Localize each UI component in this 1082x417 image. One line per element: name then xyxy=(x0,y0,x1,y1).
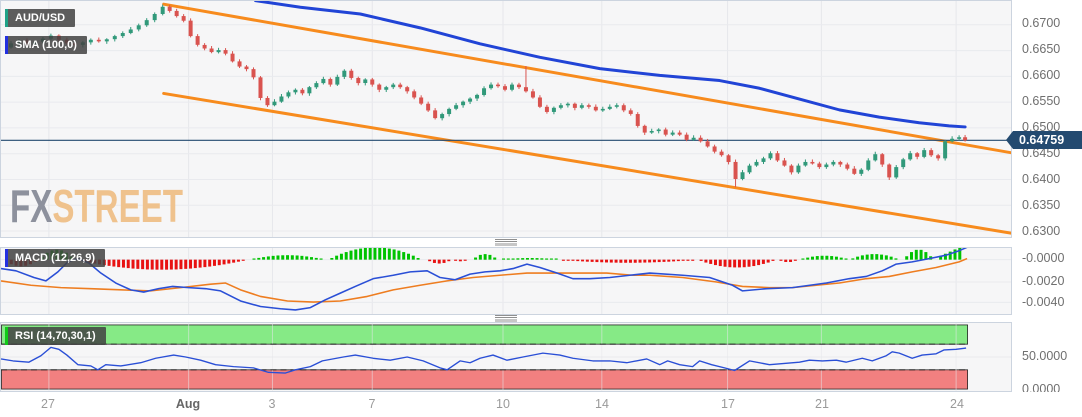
series-color-bar xyxy=(5,9,8,27)
x-axis-label: 14 xyxy=(595,397,609,411)
x-axis-label: 10 xyxy=(496,397,510,411)
macd-svg xyxy=(1,248,1011,314)
sma-label: SMA (100,0) xyxy=(15,39,77,51)
y-axis-label: 0.6400 xyxy=(1022,172,1061,186)
price-chart-panel[interactable] xyxy=(0,0,1012,238)
x-axis-label: Aug xyxy=(175,397,201,411)
fxstreet-logo: FXSTREET xyxy=(10,183,183,229)
logo-street: STREET xyxy=(52,180,183,232)
rsi-svg xyxy=(1,323,1011,391)
rsi-label: RSI (14,70,30,1) xyxy=(15,330,96,342)
rsi-chip[interactable]: RSI (14,70,30,1) xyxy=(5,327,106,345)
panel-resize-handle-rsi[interactable] xyxy=(495,315,517,322)
sma-chip[interactable]: SMA (100,0) xyxy=(5,36,87,54)
y-axis-label: -0.0020 xyxy=(1022,274,1065,288)
symbol-chip[interactable]: AUD/USD xyxy=(5,9,76,27)
x-axis-label: 27 xyxy=(41,397,55,411)
symbol-label: AUD/USD xyxy=(15,12,66,24)
time-axis[interactable]: 27 Aug 3 7 10 14 17 21 24 xyxy=(0,392,1082,417)
series-color-bar xyxy=(5,249,8,267)
macd-chip[interactable]: MACD (12,26,9) xyxy=(5,249,106,267)
rsi-panel[interactable] xyxy=(0,322,1012,392)
y-axis-label: 0.6450 xyxy=(1022,146,1061,160)
macd-panel[interactable] xyxy=(0,247,1012,315)
series-color-bar xyxy=(5,327,8,345)
price-svg xyxy=(1,1,1011,237)
y-axis-label: 0.6650 xyxy=(1022,42,1061,56)
y-axis-label: 0.6300 xyxy=(1022,224,1061,238)
macd-label: MACD (12,26,9) xyxy=(15,252,96,264)
y-axis-label: -0.0040 xyxy=(1022,295,1065,309)
series-color-bar xyxy=(5,36,8,54)
y-axis-label: 0.6600 xyxy=(1022,68,1061,82)
y-axis-label: 0.6500 xyxy=(1022,120,1061,134)
price-axis[interactable]: 0.6700 0.6650 0.6600 0.6550 0.6500 0.6450 0.64… xyxy=(1012,0,1082,396)
last-price-badge: 0.64759 xyxy=(1006,131,1082,149)
x-axis-label: 21 xyxy=(815,397,829,411)
x-axis-label: 17 xyxy=(721,397,735,411)
y-axis-label: -0.0000 xyxy=(1022,251,1065,265)
panel-resize-handle-macd[interactable] xyxy=(495,239,517,246)
x-axis-label: 7 xyxy=(368,397,376,411)
x-axis-label: 24 xyxy=(950,397,964,411)
y-axis-label: 0.6700 xyxy=(1022,16,1061,30)
x-axis-label: 3 xyxy=(268,397,276,411)
y-axis-label: 0.6550 xyxy=(1022,94,1061,108)
y-axis-label: 50.0000 xyxy=(1022,349,1068,363)
y-axis-label: 0.6350 xyxy=(1022,198,1061,212)
logo-fx: FX xyxy=(10,180,53,232)
